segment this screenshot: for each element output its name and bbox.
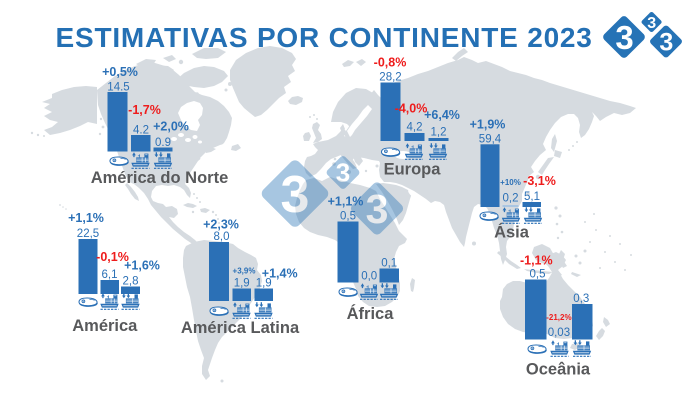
svg-text:0.9: 0.9 (155, 137, 171, 149)
svg-text:-1,7%: -1,7% (128, 103, 161, 117)
svg-text:2,8: 2,8 (123, 276, 139, 288)
svg-text:3: 3 (366, 186, 389, 232)
svg-text:Oceânia: Oceânia (526, 361, 591, 379)
svg-text:América: América (72, 317, 138, 335)
svg-text:+6,4%: +6,4% (424, 108, 460, 122)
svg-text:América Latina: América Latina (181, 319, 300, 337)
svg-text:+1,1%: +1,1% (328, 195, 364, 209)
svg-text:59,4: 59,4 (479, 133, 502, 145)
svg-text:Ásia: Ásia (494, 223, 530, 242)
svg-text:22,5: 22,5 (77, 228, 99, 240)
svg-text:América do Norte: América do Norte (91, 169, 229, 187)
svg-text:+10%: +10% (500, 178, 521, 187)
svg-text:6,1: 6,1 (102, 269, 118, 281)
svg-text:-21,2%: -21,2% (546, 313, 571, 322)
svg-text:3: 3 (336, 158, 350, 188)
svg-text:0,5: 0,5 (340, 211, 356, 223)
svg-text:-1,1%: -1,1% (520, 254, 553, 268)
svg-text:-3,1%: -3,1% (523, 174, 556, 188)
svg-text:0,0: 0,0 (361, 271, 377, 283)
svg-text:-0,8%: -0,8% (374, 56, 407, 70)
svg-text:-4,0%: -4,0% (395, 102, 428, 116)
svg-text:1,9: 1,9 (256, 278, 272, 290)
svg-text:8,0: 8,0 (214, 231, 230, 243)
svg-text:0,03: 0,03 (548, 327, 570, 339)
svg-text:0,5: 0,5 (530, 269, 546, 281)
svg-text:3: 3 (647, 15, 656, 32)
svg-text:5,1: 5,1 (524, 191, 540, 203)
svg-text:4,2: 4,2 (407, 122, 423, 134)
svg-text:3: 3 (281, 166, 310, 224)
svg-text:3: 3 (659, 29, 673, 57)
svg-text:14.5: 14.5 (107, 82, 129, 94)
svg-text:28,2: 28,2 (379, 72, 401, 84)
svg-text:+1,1%: +1,1% (68, 211, 104, 225)
svg-text:+0,5%: +0,5% (102, 65, 138, 79)
svg-text:+1,4%: +1,4% (262, 267, 298, 281)
svg-text:1,9: 1,9 (234, 278, 250, 290)
svg-text:+1,9%: +1,9% (470, 118, 506, 132)
svg-text:0,2: 0,2 (503, 193, 519, 205)
svg-text:ESTIMATIVAS POR CONTINENTE 202: ESTIMATIVAS POR CONTINENTE 2023 (56, 22, 593, 53)
svg-text:+1,6%: +1,6% (124, 259, 160, 273)
svg-text:+2,3%: +2,3% (203, 218, 239, 232)
svg-text:+3,9%: +3,9% (233, 267, 256, 276)
svg-text:Europa: Europa (384, 161, 442, 179)
svg-text:1,2: 1,2 (431, 127, 447, 139)
svg-text:0,3: 0,3 (573, 293, 589, 305)
svg-text:4.2: 4.2 (133, 125, 149, 137)
svg-text:-0,1%: -0,1% (96, 250, 129, 264)
svg-text:3: 3 (615, 19, 633, 56)
svg-text:0,1: 0,1 (381, 258, 397, 270)
svg-text:+2,0%: +2,0% (153, 120, 189, 134)
svg-text:África: África (347, 304, 395, 323)
